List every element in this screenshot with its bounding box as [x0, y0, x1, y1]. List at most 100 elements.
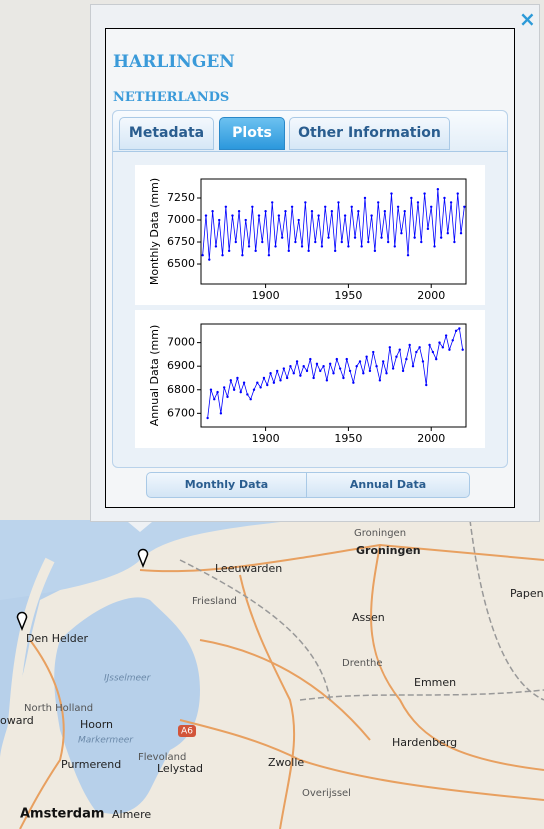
data-point — [431, 350, 435, 354]
data-point — [251, 205, 254, 209]
map-label: Den Helder — [26, 632, 89, 645]
data-point — [271, 201, 274, 204]
station-marker[interactable] — [137, 548, 149, 569]
tab[interactable]: Other Information — [289, 117, 450, 150]
data-point — [282, 367, 286, 370]
map-label: Zwolle — [268, 756, 304, 769]
data-point — [297, 218, 300, 222]
data-point — [218, 218, 221, 222]
data-point — [269, 372, 272, 375]
station-title: HARLINGEN — [113, 52, 235, 72]
data-point — [211, 210, 214, 213]
road-shield — [178, 725, 196, 737]
data-point — [340, 240, 343, 244]
data-point — [328, 362, 332, 366]
data-point — [307, 249, 310, 253]
data-point — [372, 350, 375, 354]
data-point — [226, 395, 229, 399]
data-point — [434, 357, 438, 361]
data-point — [261, 240, 264, 244]
data-point — [295, 360, 299, 363]
data-point — [386, 240, 390, 244]
data-point — [229, 379, 233, 382]
data-point — [304, 201, 307, 204]
data-point — [425, 383, 428, 387]
data-point — [428, 343, 431, 347]
data-point — [403, 210, 406, 213]
data-point — [406, 254, 410, 257]
data-point — [451, 339, 454, 342]
data-point — [249, 397, 252, 401]
data-point — [421, 360, 425, 363]
data-point — [236, 376, 239, 380]
data-point — [216, 390, 219, 394]
map-label: Markermeer — [78, 736, 134, 746]
data-point — [390, 192, 393, 195]
data-point — [370, 214, 373, 217]
data-point — [448, 348, 451, 351]
data-point — [438, 341, 441, 344]
data-point — [388, 346, 392, 349]
data-point — [396, 205, 400, 209]
data-point — [444, 334, 448, 337]
data-point — [325, 379, 329, 382]
x-tick-label: 1900 — [252, 289, 280, 302]
data-point — [231, 214, 234, 217]
data-point — [408, 343, 411, 347]
data-point — [358, 360, 362, 363]
data-point — [423, 192, 426, 195]
station-marker[interactable] — [16, 611, 28, 632]
data-point — [443, 196, 446, 200]
data-point — [333, 249, 337, 253]
x-tick-label: 1900 — [252, 432, 280, 445]
data-point — [317, 214, 320, 217]
data-point — [224, 205, 228, 209]
data-point — [381, 360, 385, 363]
data-point — [279, 379, 282, 382]
data-point — [363, 196, 367, 200]
data-point — [262, 376, 266, 380]
data-point — [201, 254, 204, 257]
y-tick-label: 6750 — [167, 235, 195, 248]
data-point — [300, 245, 304, 248]
data-button[interactable]: Monthly Data — [146, 472, 307, 498]
data-point — [247, 245, 251, 248]
data-point — [458, 327, 461, 330]
data-point — [277, 214, 281, 217]
data-point — [213, 397, 216, 401]
data-point — [391, 367, 395, 370]
data-point — [446, 232, 449, 235]
data-point — [441, 346, 445, 349]
data-point — [335, 357, 339, 361]
data-point — [244, 218, 247, 222]
data-point — [290, 205, 294, 209]
data-point — [280, 236, 284, 239]
plot-area — [200, 323, 467, 428]
borders — [179, 519, 544, 701]
data-point — [456, 192, 459, 195]
data-point — [204, 214, 208, 217]
data-point — [254, 249, 257, 253]
data-point — [302, 364, 305, 368]
map-label: IJsselmeer — [104, 674, 152, 684]
data-point — [242, 381, 246, 384]
tab[interactable]: Metadata — [119, 117, 214, 150]
tab[interactable]: Plots — [219, 117, 285, 150]
data-point — [319, 369, 322, 373]
close-button[interactable]: × — [519, 7, 536, 31]
data-point — [365, 355, 368, 358]
data-point — [314, 240, 317, 244]
data-point — [463, 205, 466, 209]
data-point — [418, 346, 421, 349]
data-point — [299, 374, 302, 377]
data-point — [375, 364, 378, 368]
data-point — [222, 386, 226, 389]
data-point — [292, 372, 295, 375]
data-point — [401, 369, 405, 373]
data-point — [285, 376, 289, 380]
data-point — [305, 369, 309, 373]
data-button[interactable]: Annual Data — [306, 472, 470, 498]
data-point — [357, 210, 360, 213]
data-point — [393, 245, 396, 248]
map-label: Flevoland — [138, 752, 186, 763]
